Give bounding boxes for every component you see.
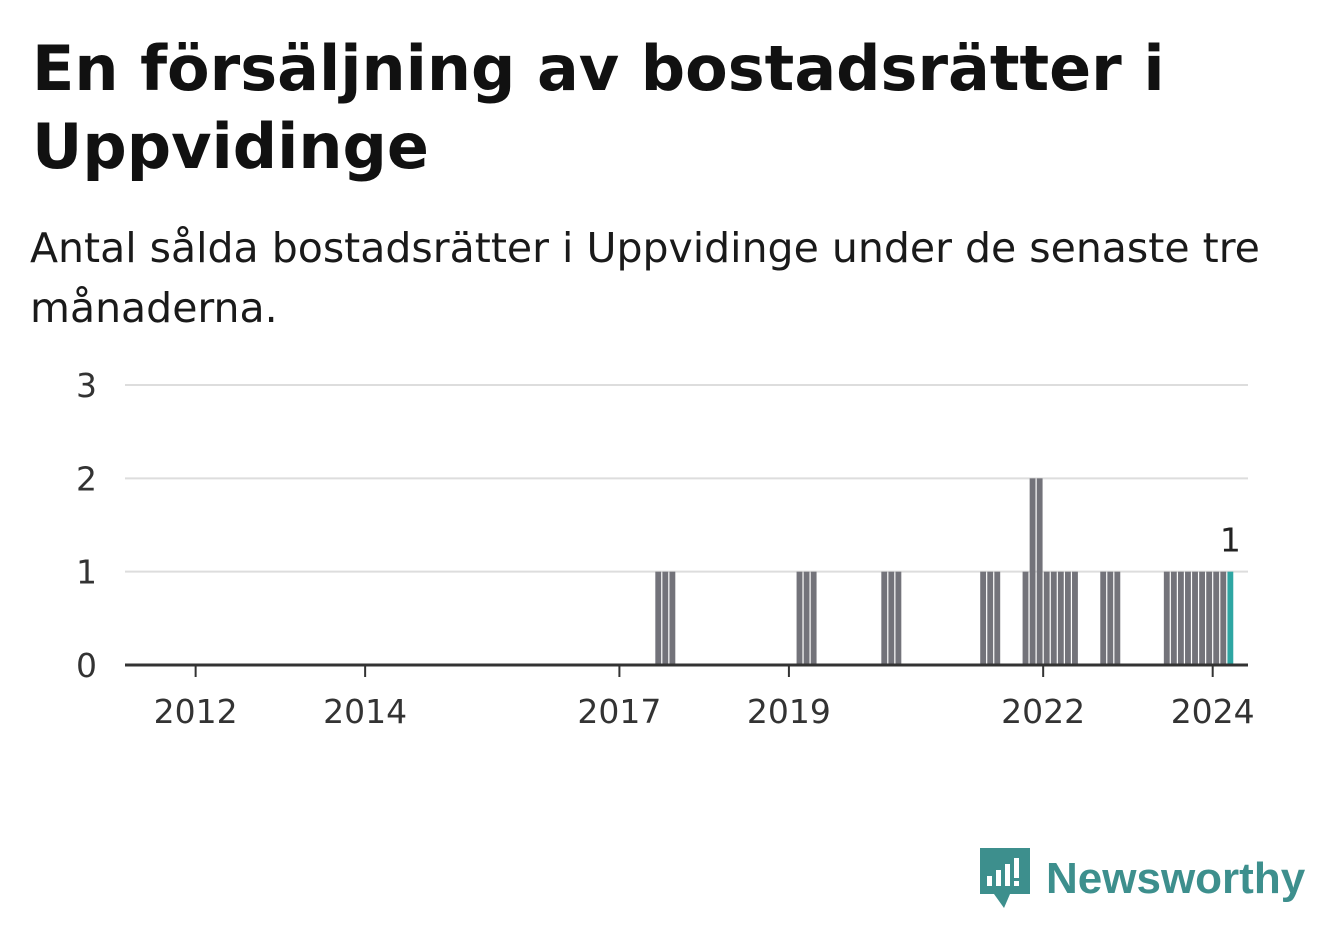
grid-lines <box>125 384 1248 573</box>
x-tick-label: 2012 <box>154 692 238 731</box>
bar <box>1206 571 1213 665</box>
axes <box>125 663 1248 677</box>
brand-name: Newsworthy <box>1046 854 1306 903</box>
x-tick-label: 2019 <box>747 692 831 731</box>
bar <box>1100 571 1107 665</box>
bar <box>810 571 817 665</box>
bar <box>1072 571 1078 665</box>
bar <box>1220 571 1227 665</box>
brand-logo: Newsworthy <box>980 848 1305 910</box>
bar <box>1177 571 1184 665</box>
bar <box>1185 571 1191 665</box>
bar <box>1170 571 1177 665</box>
bar <box>669 571 676 665</box>
bar <box>994 571 1001 665</box>
bars <box>655 478 1234 665</box>
data-label: 1 <box>1220 521 1241 560</box>
labels: 0 1 2 3 2012 2014 2017 2019 2022 2024 1 <box>76 366 1255 731</box>
y-tick-label: 1 <box>76 553 97 592</box>
page-subtitle: Antal sålda bostadsrätter i Uppvidinge u… <box>30 224 1260 332</box>
bar <box>1064 571 1071 665</box>
bar <box>987 571 994 665</box>
bar <box>1022 571 1029 665</box>
bar <box>888 571 895 665</box>
y-tick-label: 0 <box>76 646 97 685</box>
bar <box>895 571 902 665</box>
bar <box>1107 571 1114 665</box>
bar <box>1192 571 1198 665</box>
bar <box>1163 571 1170 665</box>
y-tick-label: 2 <box>76 459 97 498</box>
y-tick-label: 3 <box>76 366 97 405</box>
bar <box>1036 478 1043 665</box>
x-tick-label: 2017 <box>577 692 661 731</box>
x-tick-label: 2014 <box>323 692 407 731</box>
bar <box>980 571 987 665</box>
page-title: En försäljning av bostadsrätter i Uppvid… <box>32 32 1165 183</box>
bar <box>1050 571 1057 665</box>
bar-highlight <box>1227 571 1234 665</box>
bar <box>1057 571 1064 665</box>
bar <box>1043 571 1050 665</box>
newsworthy-logo-icon <box>980 848 1030 908</box>
bar <box>662 571 669 665</box>
bar <box>1114 571 1121 665</box>
bar <box>796 571 803 665</box>
bar <box>1029 478 1036 665</box>
x-tick-label: 2022 <box>1001 692 1085 731</box>
bar <box>1199 571 1206 665</box>
bar <box>881 571 888 665</box>
x-tick-label: 2024 <box>1171 692 1255 731</box>
bar <box>655 571 662 665</box>
bar <box>1213 571 1220 665</box>
bar <box>803 571 810 665</box>
